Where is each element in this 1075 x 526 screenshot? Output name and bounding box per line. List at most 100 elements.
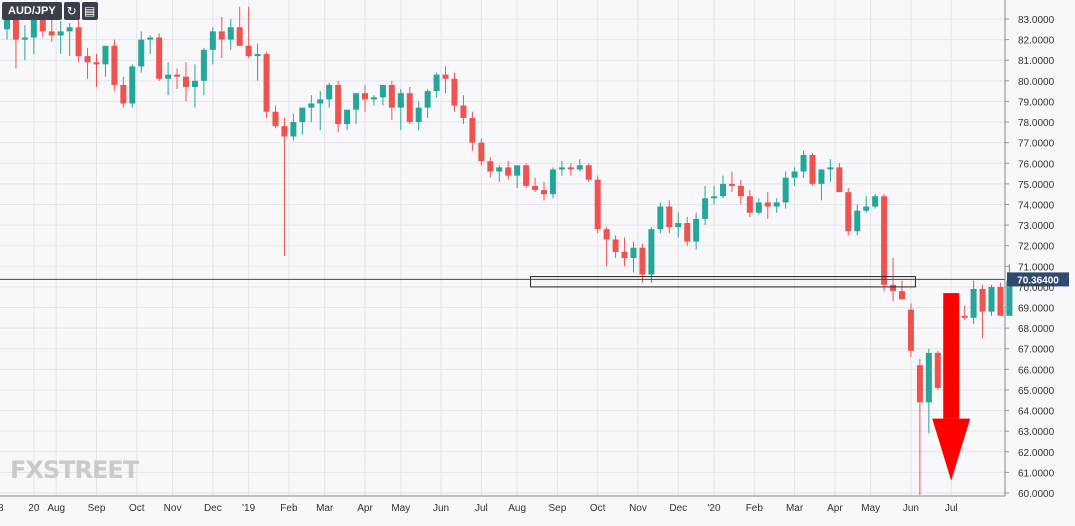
x-tick-label: Jun [433, 503, 449, 514]
candle-body [254, 54, 261, 57]
candle-body [362, 93, 368, 100]
x-tick-label: Nov [629, 503, 647, 514]
x-tick-label: Jul [475, 503, 488, 514]
candle-body [4, 19, 10, 30]
candle-body [209, 31, 216, 50]
chart-axes: 83.0000 82.0000 81.0000 80.0000 79.0000 78.00… [0, 0, 1055, 514]
x-tick-label: Jul [945, 503, 958, 514]
candle-body [532, 185, 539, 191]
x-tick-label: Mar [316, 503, 334, 514]
y-tick-label: 60.0000 [1018, 489, 1055, 500]
x-tick-label: May [861, 503, 880, 514]
x-tick-label: 18 [0, 503, 4, 514]
candle-body [693, 218, 700, 242]
candle-body [925, 352, 932, 403]
candle-body [299, 107, 306, 123]
candle-body [505, 167, 512, 176]
forecast-arrow-head [932, 418, 971, 481]
candle-body [317, 99, 324, 104]
y-tick-label: 61.0000 [1018, 468, 1055, 479]
fxstreet-watermark: FXSTREET [10, 456, 139, 484]
candle-body [836, 167, 843, 193]
candle-body [907, 309, 914, 351]
y-tick-label: 63.0000 [1018, 427, 1055, 438]
candle-body [66, 27, 73, 32]
candle-body [576, 165, 583, 170]
x-tick-label: Sep [88, 503, 106, 514]
x-tick-label: Aug [508, 503, 526, 514]
candle-body [997, 286, 1004, 316]
candle-body [630, 247, 637, 259]
candle-body [379, 84, 386, 98]
candle-body [737, 185, 744, 197]
candle-body [174, 74, 181, 77]
candle-body [21, 37, 28, 40]
x-tick-label: '19 [242, 503, 255, 514]
candle-body [702, 198, 709, 219]
x-tick-label: Dec [204, 503, 222, 514]
candle-body [603, 229, 610, 240]
x-tick-label: 20 [28, 503, 40, 514]
candle-body [523, 165, 530, 186]
x-tick-label: Apr [827, 503, 843, 514]
candle-body [245, 45, 252, 57]
candle-body [129, 66, 136, 104]
candle-body [863, 206, 870, 211]
candle-body [827, 167, 834, 170]
candle-body [12, 19, 19, 40]
symbol-label[interactable]: AUD/JPY [2, 2, 62, 20]
candle-body [746, 196, 753, 213]
y-tick-label: 78.0000 [1018, 118, 1055, 129]
candlestick-series [4, 6, 1013, 496]
candle-body [120, 84, 127, 104]
candle-body [612, 239, 619, 252]
x-tick-label: Aug [47, 503, 65, 514]
candle-body [487, 161, 494, 172]
y-tick-label: 64.0000 [1018, 407, 1055, 418]
candle-body [442, 74, 449, 79]
candle-body [818, 169, 825, 184]
candle-body [755, 202, 762, 213]
y-tick-label: 67.0000 [1018, 345, 1055, 356]
candle-body [281, 126, 288, 137]
y-tick-label: 81.0000 [1018, 56, 1055, 67]
candle-body [39, 19, 46, 32]
candle-body [263, 54, 270, 112]
candle-body [854, 210, 861, 232]
candle-body [57, 31, 64, 36]
candle-body [872, 196, 879, 207]
y-tick-label: 65.0000 [1018, 386, 1055, 397]
candle-body [433, 74, 440, 92]
candle-body [514, 165, 521, 176]
x-tick-label: Sep [549, 503, 567, 514]
candle-body [236, 27, 243, 46]
y-tick-label: 62.0000 [1018, 448, 1055, 459]
x-tick-label: '20 [708, 503, 721, 514]
y-tick-label: 70.0000 [1018, 283, 1055, 294]
y-tick-label: 75.0000 [1018, 180, 1055, 191]
candle-body [1006, 280, 1013, 316]
candle-body [415, 107, 422, 123]
x-tick-label: Nov [164, 503, 182, 514]
candle-body [165, 74, 172, 79]
candle-body [344, 109, 351, 125]
candle-body [335, 84, 342, 125]
calendar-icon[interactable]: ▤ [81, 2, 98, 20]
candle-body [460, 105, 467, 118]
candle-body [138, 39, 145, 67]
candle-body [200, 49, 207, 81]
candle-body [353, 93, 360, 110]
candle-body [406, 93, 413, 123]
candle-body [845, 192, 852, 232]
refresh-icon[interactable]: ↻ [63, 2, 80, 20]
candle-body [75, 27, 82, 57]
candle-body [541, 190, 547, 195]
x-tick-label: Jun [903, 503, 919, 514]
candle-body [218, 31, 225, 40]
candle-body [684, 223, 691, 242]
candle-body [272, 111, 279, 127]
candle-body [227, 27, 234, 40]
candle-body [764, 202, 771, 207]
candle-body [916, 365, 923, 403]
